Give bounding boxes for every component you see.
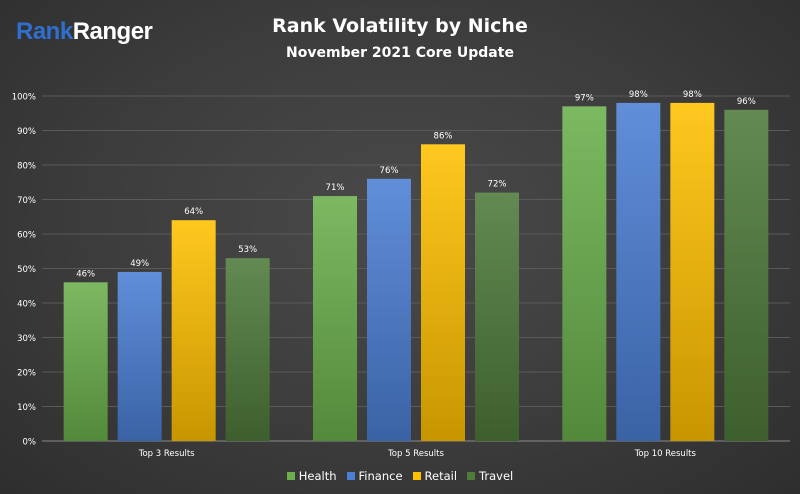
y-tick-label: 50% bbox=[17, 265, 36, 275]
bar-retail-1 bbox=[171, 220, 216, 441]
x-category-label: Top 10 Results bbox=[634, 449, 697, 459]
data-label: 71% bbox=[326, 183, 345, 193]
y-tick-label: 10% bbox=[17, 403, 36, 413]
data-label: 72% bbox=[488, 180, 507, 190]
data-label: 97% bbox=[575, 93, 594, 103]
data-label: 98% bbox=[683, 90, 702, 100]
gridlines bbox=[42, 95, 790, 442]
logo-ranger-text: Ranger bbox=[72, 18, 153, 45]
y-tick-label: 40% bbox=[17, 300, 36, 310]
chart-subtitle: November 2021 Core Update bbox=[286, 45, 514, 61]
bar-health-2 bbox=[313, 196, 357, 441]
y-tick-label: 60% bbox=[17, 231, 36, 241]
data-label: 86% bbox=[434, 131, 453, 141]
data-label: 49% bbox=[130, 259, 149, 269]
y-tick-label: 100% bbox=[12, 93, 36, 103]
bar-finance-1 bbox=[117, 271, 162, 441]
legend-item-travel: Travel bbox=[467, 469, 513, 483]
bar-travel-1 bbox=[225, 258, 270, 441]
legend-label: Health bbox=[298, 469, 337, 483]
legend-label: Finance bbox=[358, 469, 403, 483]
bar-retail-2 bbox=[421, 144, 465, 442]
bars bbox=[63, 102, 769, 442]
legend-item-finance: Finance bbox=[346, 469, 403, 483]
bar-finance-2 bbox=[367, 178, 411, 442]
bar-travel-2 bbox=[475, 192, 519, 441]
logo-rank-text: Rank bbox=[16, 18, 73, 45]
chart-title: Rank Volatility by Niche bbox=[272, 15, 528, 37]
data-label: 98% bbox=[629, 90, 648, 100]
legend: Health Finance Retail Travel bbox=[0, 469, 800, 483]
y-tick-label: 30% bbox=[17, 334, 36, 344]
y-tick-label: 90% bbox=[17, 127, 36, 137]
legend-swatch bbox=[412, 472, 421, 480]
bar-health-3 bbox=[562, 106, 607, 441]
bar-retail-3 bbox=[670, 102, 715, 442]
legend-item-retail: Retail bbox=[412, 469, 458, 483]
legend-swatch bbox=[346, 472, 355, 480]
rankranger-logo: RankRanger bbox=[16, 17, 153, 47]
bar-health-1 bbox=[63, 282, 108, 441]
x-axis: Top 3 Results Top 5 Results Top 10 Results bbox=[138, 449, 697, 459]
legend-label: Retail bbox=[424, 469, 458, 483]
legend-item-health: Health bbox=[286, 469, 337, 483]
legend-swatch bbox=[467, 472, 476, 480]
data-label: 64% bbox=[184, 207, 203, 217]
x-category-label: Top 3 Results bbox=[138, 449, 195, 459]
data-label: 76% bbox=[380, 166, 399, 176]
x-category-label: Top 5 Results bbox=[387, 449, 444, 459]
data-labels: 46% 49% 64% 53% 71% 76% 86% 72% 97% 98% 98% 96% bbox=[76, 90, 756, 279]
bar-finance-3 bbox=[616, 102, 661, 442]
y-axis: 0% 10% 20% 30% 40% 50% 60% 70% 80% 90% 100% bbox=[12, 93, 36, 448]
data-label: 96% bbox=[737, 97, 756, 107]
y-tick-label: 70% bbox=[17, 196, 36, 206]
legend-label: Travel bbox=[479, 469, 514, 483]
y-tick-label: 80% bbox=[17, 162, 36, 172]
legend-swatch bbox=[286, 472, 295, 480]
bar-travel-3 bbox=[724, 109, 769, 442]
y-tick-label: 20% bbox=[17, 369, 36, 379]
data-label: 53% bbox=[238, 245, 257, 255]
data-label: 46% bbox=[76, 269, 95, 279]
y-tick-label: 0% bbox=[23, 438, 37, 448]
